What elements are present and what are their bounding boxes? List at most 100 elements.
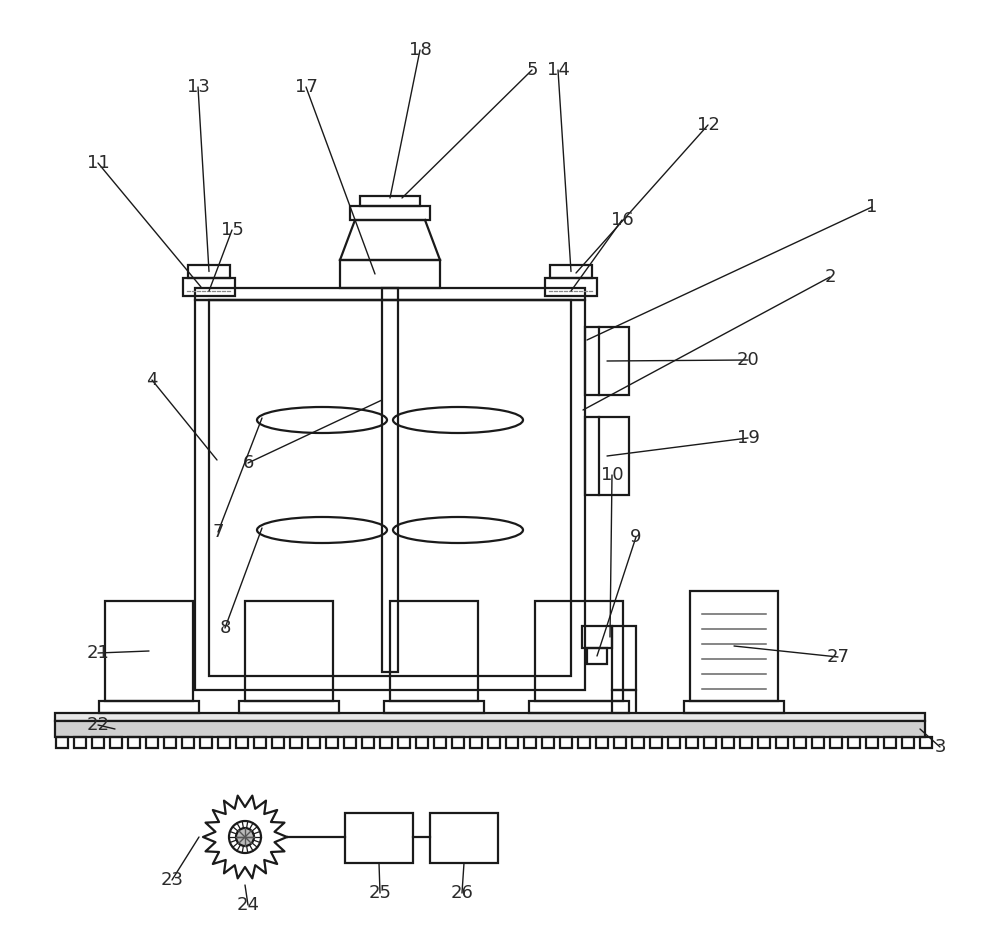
Bar <box>344 737 356 748</box>
Bar <box>56 737 68 748</box>
Bar <box>195 300 585 690</box>
Text: 1: 1 <box>866 198 878 216</box>
Text: 19: 19 <box>737 429 759 447</box>
Bar <box>578 737 590 748</box>
Bar <box>380 737 392 748</box>
Text: 8: 8 <box>219 619 231 637</box>
Bar <box>74 737 86 748</box>
Bar <box>690 591 778 701</box>
Bar <box>188 265 230 278</box>
Text: 3: 3 <box>934 738 946 756</box>
Text: 7: 7 <box>212 523 224 541</box>
Text: 17: 17 <box>295 78 317 96</box>
Bar <box>345 813 413 863</box>
Bar <box>434 737 446 748</box>
Text: 27: 27 <box>826 648 850 666</box>
Text: 10: 10 <box>601 466 623 484</box>
Bar <box>470 737 482 748</box>
Bar <box>884 737 896 748</box>
Bar <box>245 601 333 701</box>
Bar <box>632 737 644 748</box>
Bar <box>529 701 629 713</box>
Bar <box>704 737 716 748</box>
Bar <box>430 813 498 863</box>
Bar <box>290 737 302 748</box>
Bar <box>740 737 752 748</box>
Text: 14: 14 <box>547 61 569 79</box>
Text: 6: 6 <box>242 454 254 472</box>
Bar <box>110 737 122 748</box>
Bar <box>308 737 320 748</box>
Bar <box>105 601 193 701</box>
Bar <box>350 206 430 220</box>
Text: 24: 24 <box>237 896 260 914</box>
Text: 22: 22 <box>87 716 110 734</box>
Text: 25: 25 <box>368 884 392 902</box>
Bar <box>209 300 571 676</box>
Text: 21: 21 <box>87 644 109 662</box>
Text: 11: 11 <box>87 154 109 172</box>
Bar <box>550 265 592 278</box>
Bar <box>55 721 925 737</box>
Text: 18: 18 <box>409 41 431 59</box>
Bar <box>545 278 597 296</box>
Bar <box>416 737 428 748</box>
Bar <box>195 288 585 300</box>
Bar <box>382 288 398 672</box>
Text: 15: 15 <box>221 221 243 239</box>
Bar <box>585 327 629 395</box>
Bar <box>794 737 806 748</box>
Bar <box>146 737 158 748</box>
Bar <box>200 737 212 748</box>
Bar <box>848 737 860 748</box>
Bar <box>587 648 607 664</box>
Text: 13: 13 <box>187 78 209 96</box>
Bar <box>542 737 554 748</box>
Text: 2: 2 <box>824 268 836 286</box>
Bar <box>239 701 339 713</box>
Bar <box>326 737 338 748</box>
Text: 12: 12 <box>697 116 719 134</box>
Bar <box>452 737 464 748</box>
Bar <box>272 737 284 748</box>
Bar <box>596 737 608 748</box>
Bar <box>218 737 230 748</box>
Text: 5: 5 <box>526 61 538 79</box>
Bar <box>488 737 500 748</box>
Bar <box>560 737 572 748</box>
Bar <box>182 737 194 748</box>
Bar <box>830 737 842 748</box>
Text: 23: 23 <box>160 871 184 889</box>
Bar <box>340 260 440 288</box>
Bar <box>684 701 784 713</box>
Circle shape <box>236 828 254 846</box>
Text: 20: 20 <box>737 351 759 369</box>
Bar <box>535 601 623 701</box>
Text: 9: 9 <box>630 528 642 546</box>
Bar <box>668 737 680 748</box>
Bar <box>902 737 914 748</box>
Bar <box>612 690 636 714</box>
Bar <box>55 713 925 721</box>
Bar <box>360 196 420 206</box>
Bar <box>236 737 248 748</box>
Bar <box>384 701 484 713</box>
Bar <box>686 737 698 748</box>
Bar <box>812 737 824 748</box>
Bar <box>254 737 266 748</box>
Bar <box>128 737 140 748</box>
Bar <box>398 737 410 748</box>
Bar <box>920 737 932 748</box>
Bar <box>612 626 636 690</box>
Bar <box>362 737 374 748</box>
Text: 26: 26 <box>451 884 473 902</box>
Bar <box>722 737 734 748</box>
Text: 4: 4 <box>146 371 158 389</box>
Bar <box>390 601 478 701</box>
Bar <box>183 278 235 296</box>
Bar <box>776 737 788 748</box>
Bar <box>524 737 536 748</box>
Bar <box>650 737 662 748</box>
Bar <box>582 626 612 648</box>
Bar <box>614 737 626 748</box>
